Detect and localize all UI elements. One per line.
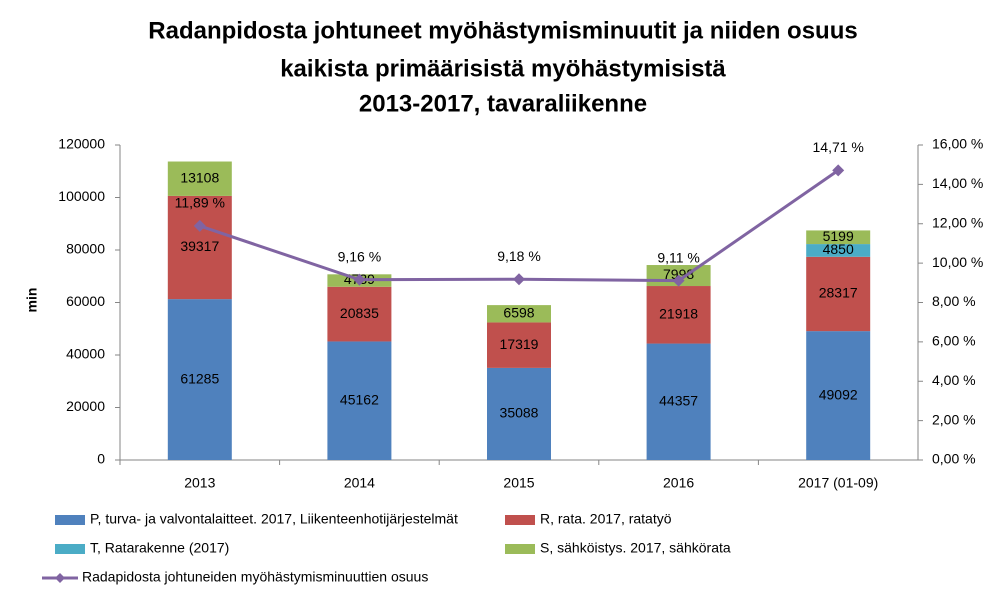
line-marker <box>513 273 525 286</box>
x-tick-label: 2016 <box>663 475 694 491</box>
legend-label: T, Ratarakenne (2017) <box>90 540 229 556</box>
x-tick-label: 2017 (01-09) <box>798 475 878 491</box>
legend-swatch <box>505 544 535 554</box>
chart-title: kaikista primäärisistä myöhästymisistä <box>280 55 726 82</box>
bar-segment <box>646 343 711 460</box>
bar-segment <box>167 299 232 460</box>
bar-segment <box>806 230 871 245</box>
legend-swatch <box>55 573 65 583</box>
line-value-label: 9,11 % <box>657 249 700 265</box>
legend-swatch <box>505 515 535 525</box>
legend-label: S, sähköistys. 2017, sähkörata <box>540 540 731 556</box>
line-value-label: 11,89 % <box>175 195 225 211</box>
bar-segment <box>327 341 392 460</box>
bar-value-label: 39317 <box>180 238 219 254</box>
x-tick-label: 2014 <box>344 475 375 491</box>
chart-title: Radanpidosta johtuneet myöhästymisminuut… <box>148 17 857 44</box>
y2-tick-label: 8,00 % <box>932 293 976 309</box>
bar-value-label: 35088 <box>500 405 539 421</box>
line-value-label: 9,18 % <box>497 248 541 264</box>
bar-segment <box>487 367 551 460</box>
y-tick-label: 60000 <box>66 293 105 309</box>
y2-tick-label: 6,00 % <box>932 333 976 349</box>
y2-tick-label: 2,00 % <box>932 411 976 427</box>
y-tick-label: 0 <box>97 451 105 467</box>
bar-segment <box>167 161 232 196</box>
bar-value-label: 17319 <box>500 336 539 352</box>
bar-value-label: 13108 <box>180 169 219 185</box>
y-axis-label: min <box>24 288 40 313</box>
y-tick-label: 100000 <box>58 188 105 204</box>
bar-value-label: 7998 <box>663 266 694 282</box>
y-tick-label: 20000 <box>66 398 105 414</box>
bar-segment <box>806 256 871 332</box>
y2-tick-label: 12,00 % <box>932 214 983 230</box>
bar-segment <box>806 331 871 460</box>
bar-segment <box>167 195 232 300</box>
bar-segment <box>487 322 551 368</box>
x-tick-label: 2015 <box>503 475 534 491</box>
line-marker <box>672 274 685 287</box>
bar-value-label: 6598 <box>503 304 534 320</box>
bar-value-label: 44357 <box>659 392 698 408</box>
bar-value-label: 61285 <box>180 370 219 386</box>
bar-segment <box>487 305 551 323</box>
bar-value-label: 5199 <box>823 228 854 244</box>
y2-tick-label: 10,00 % <box>932 254 983 270</box>
line-marker <box>832 164 845 177</box>
y2-tick-label: 0,00 % <box>932 451 976 467</box>
bar-value-label: 49092 <box>819 386 858 402</box>
legend-label: P, turva- ja valvontalaitteet. 2017, Lii… <box>90 511 458 527</box>
bar-value-label: 28317 <box>819 285 858 301</box>
bar-value-label: 20835 <box>340 305 379 321</box>
chart-title: 2013-2017, tavaraliikenne <box>359 90 647 117</box>
y2-tick-label: 4,00 % <box>932 372 976 388</box>
bar-value-label: 45162 <box>340 391 379 407</box>
legend-label: R, rata. 2017, ratatyö <box>540 511 672 527</box>
y-tick-label: 120000 <box>58 136 105 152</box>
y2-tick-label: 14,00 % <box>932 175 983 191</box>
x-tick-label: 2013 <box>184 475 215 491</box>
line-marker <box>193 219 206 232</box>
legend-swatch <box>55 515 85 525</box>
bar-value-label: 4850 <box>823 241 854 257</box>
line-value-label: 9,16 % <box>338 248 382 264</box>
bar-segment <box>646 286 711 344</box>
y-tick-label: 80000 <box>66 241 105 257</box>
line-value-label: 14,71 % <box>813 139 864 155</box>
legend-label: Radapidosta johtuneiden myöhästymisminuu… <box>82 569 428 585</box>
y2-tick-label: 16,00 % <box>932 136 983 152</box>
bar-segment <box>806 244 871 257</box>
line-marker <box>353 273 366 286</box>
bar-value-label: 21918 <box>659 305 698 321</box>
y-tick-label: 40000 <box>66 346 105 362</box>
bar-segment <box>327 286 392 342</box>
legend-swatch <box>55 544 85 554</box>
